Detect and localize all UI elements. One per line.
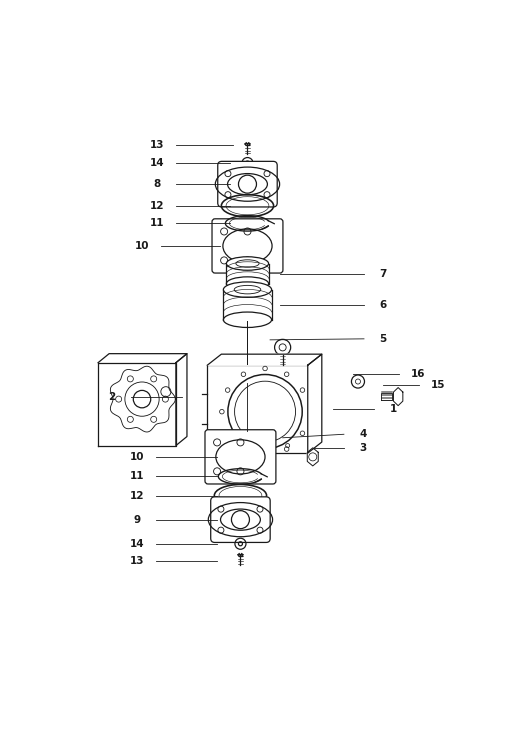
Text: 11: 11 <box>150 218 164 228</box>
FancyBboxPatch shape <box>211 497 270 542</box>
Text: 8: 8 <box>154 180 161 189</box>
Polygon shape <box>307 448 318 466</box>
FancyBboxPatch shape <box>205 430 276 484</box>
Polygon shape <box>207 354 322 453</box>
FancyBboxPatch shape <box>218 162 277 207</box>
Text: 3: 3 <box>360 444 367 453</box>
Text: 6: 6 <box>379 300 387 310</box>
Text: 2: 2 <box>108 392 116 402</box>
Polygon shape <box>223 289 272 319</box>
Text: 11: 11 <box>130 471 144 482</box>
Text: 13: 13 <box>150 140 164 150</box>
Polygon shape <box>176 354 187 446</box>
Text: 13: 13 <box>130 557 144 566</box>
Text: 15: 15 <box>431 380 445 390</box>
Polygon shape <box>207 354 322 365</box>
Text: 16: 16 <box>411 369 426 379</box>
Text: 10: 10 <box>135 241 149 251</box>
Text: 5: 5 <box>379 334 387 344</box>
Ellipse shape <box>223 312 272 328</box>
Polygon shape <box>308 354 322 453</box>
Text: 12: 12 <box>150 200 164 211</box>
Text: 10: 10 <box>130 452 144 462</box>
Polygon shape <box>98 354 187 363</box>
Text: 1: 1 <box>389 404 397 414</box>
FancyBboxPatch shape <box>212 219 283 273</box>
Text: 9: 9 <box>133 515 140 524</box>
Polygon shape <box>226 263 269 283</box>
Text: 7: 7 <box>379 269 387 278</box>
Ellipse shape <box>226 257 269 270</box>
Text: 12: 12 <box>130 491 144 500</box>
Text: 14: 14 <box>130 539 144 549</box>
Text: 14: 14 <box>150 158 165 168</box>
Ellipse shape <box>223 282 272 298</box>
Ellipse shape <box>226 277 269 290</box>
Polygon shape <box>98 354 187 446</box>
Polygon shape <box>393 387 403 405</box>
Text: 4: 4 <box>359 429 367 439</box>
